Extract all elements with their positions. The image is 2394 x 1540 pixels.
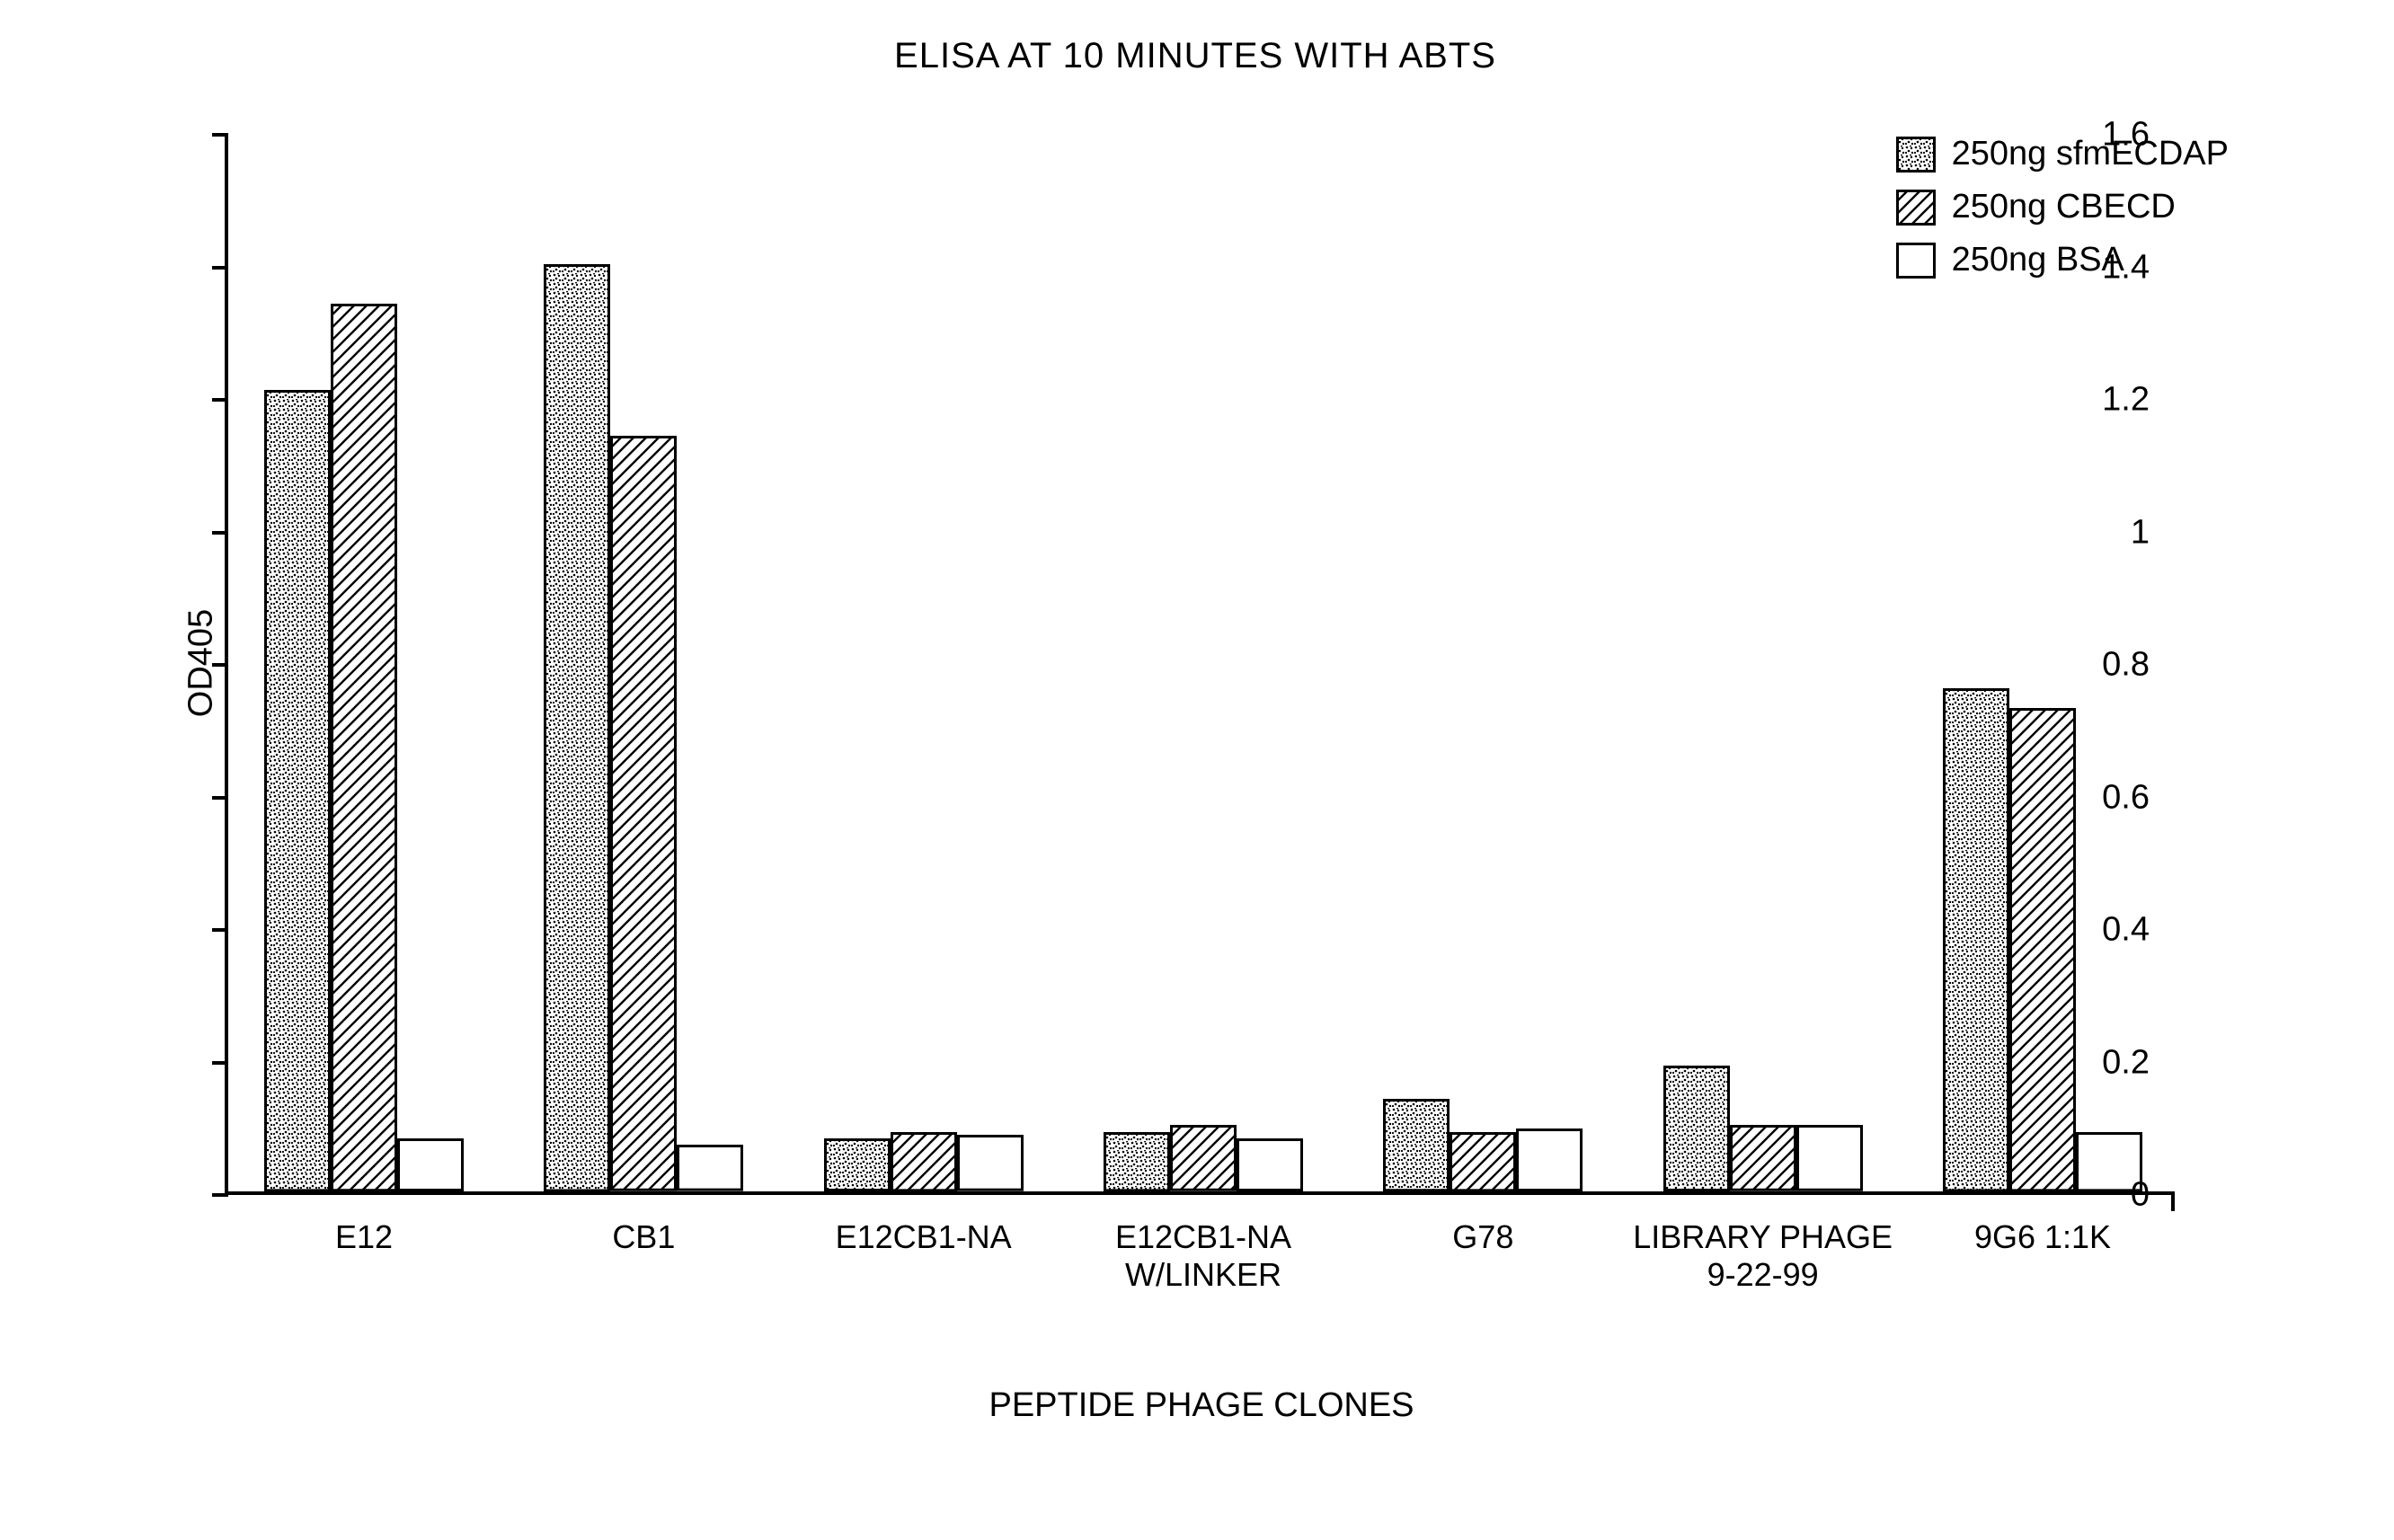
x-tick-label: LIBRARY PHAGE9-22-99: [1633, 1218, 1893, 1294]
y-tick: [212, 398, 228, 402]
x-tick-label: E12: [335, 1218, 393, 1256]
chart-title: ELISA AT 10 MINUTES WITH ABTS: [108, 36, 2283, 76]
bar: [1450, 1132, 1516, 1191]
bars-region: E12CB1E12CB1-NAE12CB1-NAW/LINKERG78LIBRA…: [228, 135, 2175, 1191]
bar: [1516, 1128, 1583, 1191]
bar: [957, 1135, 1024, 1191]
bar: [2009, 708, 2076, 1191]
y-tick-label: 1: [2131, 513, 2150, 552]
y-tick: [212, 1193, 228, 1197]
legend-swatch: [1896, 137, 1936, 173]
x-tick-label: CB1: [612, 1218, 675, 1256]
legend-item: 250ng sfmECDAP: [1896, 135, 2229, 173]
y-tick: [212, 266, 228, 270]
bar: [1104, 1132, 1170, 1191]
x-tick-label: G78: [1452, 1218, 1513, 1256]
x-axis-label: PEPTIDE PHAGE CLONES: [989, 1386, 1414, 1425]
y-tick-label: 0.2: [2102, 1043, 2150, 1082]
legend-label: 250ng sfmECDAP: [1952, 135, 2229, 173]
legend-label: 250ng BSA: [1952, 241, 2124, 279]
y-tick: [212, 133, 228, 137]
y-tick: [212, 663, 228, 667]
legend-item: 250ng BSA: [1896, 241, 2229, 279]
bar: [891, 1132, 957, 1191]
y-tick-label: 0.4: [2102, 911, 2150, 950]
legend: 250ng sfmECDAP 250ng CBECD 250ng BSA: [1896, 135, 2229, 294]
x-tick-label: E12CB1-NAW/LINKER: [1115, 1218, 1291, 1294]
legend-swatch: [1896, 190, 1936, 226]
bar: [1170, 1125, 1237, 1191]
legend-label: 250ng CBECD: [1952, 188, 2176, 226]
bar: [331, 304, 397, 1191]
bar: [264, 390, 331, 1191]
bar: [677, 1145, 743, 1191]
y-tick: [212, 1061, 228, 1065]
bar: [1796, 1125, 1863, 1191]
bar: [397, 1138, 464, 1191]
legend-item: 250ng CBECD: [1896, 188, 2229, 226]
x-tick-label: 9G6 1:1K: [1974, 1218, 2111, 1256]
y-tick-label: 0.8: [2102, 646, 2150, 685]
x-tick-label: E12CB1-NA: [836, 1218, 1012, 1256]
bar: [1237, 1138, 1303, 1191]
y-tick: [212, 531, 228, 535]
y-tick: [212, 796, 228, 800]
chart-container: ELISA AT 10 MINUTES WITH ABTS OD405 PEPT…: [108, 36, 2283, 1500]
bar: [610, 436, 677, 1191]
bar: [1383, 1099, 1450, 1191]
y-tick-label: 1.2: [2102, 381, 2150, 420]
y-tick: [212, 928, 228, 932]
plot-area: OD405 PEPTIDE PHAGE CLONES E12CB1E12CB1-…: [225, 135, 2175, 1195]
legend-swatch: [1896, 243, 1936, 279]
bar: [1730, 1125, 1796, 1191]
y-tick-label: 0: [2131, 1176, 2150, 1215]
bar: [544, 264, 610, 1192]
bar: [824, 1138, 891, 1191]
bar: [1663, 1066, 1730, 1191]
y-tick-label: 0.6: [2102, 778, 2150, 817]
bar: [1943, 688, 2009, 1192]
x-axis-end-tick: [2171, 1191, 2175, 1211]
